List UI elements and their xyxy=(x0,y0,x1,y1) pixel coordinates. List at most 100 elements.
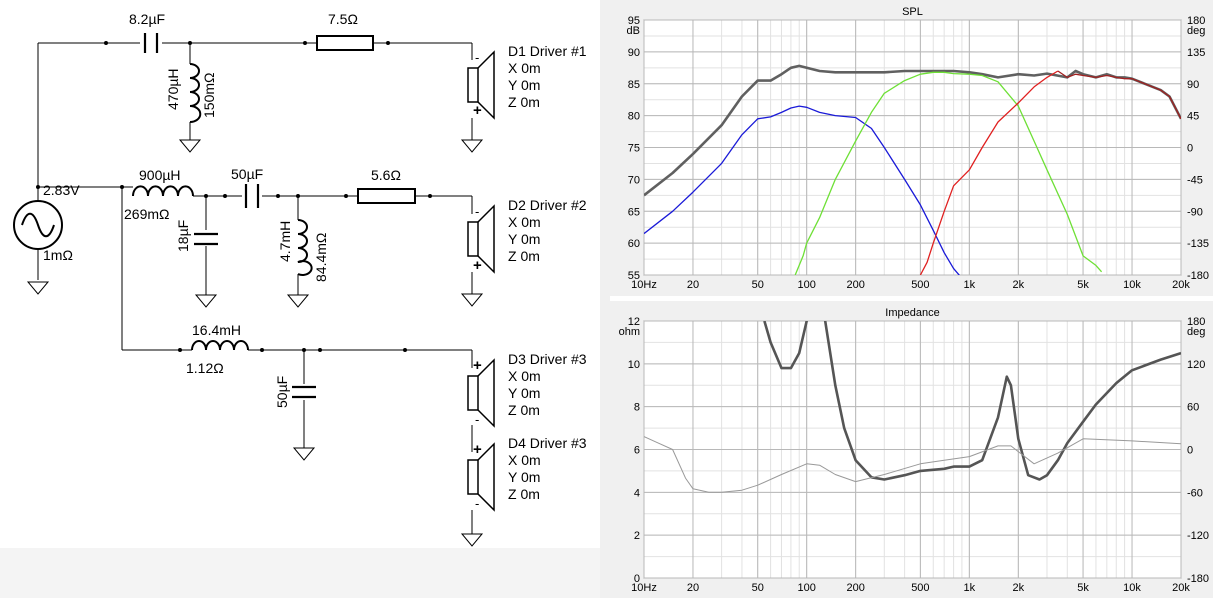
y-tick-label: 55 xyxy=(628,270,640,282)
y-tick-label: 75 xyxy=(628,143,640,155)
x-tick-label: 2k xyxy=(1013,582,1025,594)
y2-tick-label: -60 xyxy=(1187,487,1203,499)
x-tick-label: 2k xyxy=(1013,279,1025,291)
y-tick-label: 80 xyxy=(628,111,640,123)
branch2-ind-label: 900µH xyxy=(139,167,181,183)
speaker-icon xyxy=(467,221,479,257)
x-tick-label: 20k xyxy=(1172,279,1190,291)
x-tick-label: 1k xyxy=(964,582,976,594)
branch1-ind-label: 470µH xyxy=(165,68,181,110)
voltage-source-icon xyxy=(13,200,63,250)
y-tick-label: 85 xyxy=(628,79,640,91)
y-tick-label: 0 xyxy=(634,573,640,585)
x-tick-label: 10Hz xyxy=(631,582,657,594)
branch1-res-label: 7.5Ω xyxy=(328,11,358,27)
svg-text:-: - xyxy=(475,50,479,65)
y-axis-label: dB xyxy=(627,25,640,37)
branch3-inductor xyxy=(191,340,249,351)
x-tick-label: 20 xyxy=(687,582,699,594)
driver-d2-name: D2 Driver #2 xyxy=(508,197,587,213)
series-line-magnitude xyxy=(763,321,1181,481)
x-tick-label: 200 xyxy=(846,279,864,291)
source-resistance-label: 1mΩ xyxy=(43,247,73,263)
crossover-schematic: 8.2µF 7.5Ω 470µH 150mΩ 2.83V 1mΩ 900µH 2… xyxy=(13,11,587,547)
y2-tick-label: 60 xyxy=(1187,402,1199,414)
driver-d2-y: Y 0m xyxy=(508,231,540,247)
y-tick-label: 70 xyxy=(628,174,640,186)
branch1-ind-r-label: 150mΩ xyxy=(201,73,217,119)
branch1-inductor xyxy=(189,63,202,123)
x-tick-label: 50 xyxy=(752,279,764,291)
major-grid xyxy=(643,320,1182,579)
driver-d2-z: Z 0m xyxy=(508,248,540,264)
driver-d3-z: Z 0m xyxy=(508,402,540,418)
y-tick-label: 4 xyxy=(634,487,640,499)
impedance-chart: 10Hz 20 50 100 200 500 1k 2k 5k 10k 20k12108642018… xyxy=(619,307,1209,594)
ground-icon xyxy=(460,139,484,153)
y2-tick-label: 0 xyxy=(1187,445,1193,457)
ground-icon xyxy=(460,533,484,547)
driver-d1-y: Y 0m xyxy=(508,77,540,93)
speaker-icon xyxy=(467,459,479,495)
series-line-woofer xyxy=(644,105,960,275)
spl-panel: 10Hz 20 50 100 200 500 1k 2k 5k 10k 20k 95 90 85 80 75 7… xyxy=(604,0,1213,296)
branch2-shunt-inductor xyxy=(297,219,313,276)
y-tick-label: 6 xyxy=(634,445,640,457)
chart-title: SPL xyxy=(902,6,923,18)
y2-tick-label: 180 xyxy=(1187,15,1205,27)
major-grid xyxy=(643,19,1182,276)
driver-d3-x: X 0m xyxy=(508,368,541,384)
driver-d1: - + D1 Driver #1 X 0m Y 0m Z 0m xyxy=(467,43,587,120)
driver-d2-x: X 0m xyxy=(508,214,541,230)
branch2-cap-label: 50µF xyxy=(231,166,263,182)
ground-icon xyxy=(194,294,218,308)
svg-text:+: + xyxy=(473,257,482,274)
y2-tick-label: -180 xyxy=(1187,270,1209,282)
branch1-cap-label: 8.2µF xyxy=(129,11,165,27)
branch3-ind-r-label: 1.12Ω xyxy=(186,360,224,376)
x-tick-label: 20k xyxy=(1172,582,1190,594)
x-tick-label: 10Hz xyxy=(631,279,657,291)
driver-d4-y: Y 0m xyxy=(508,469,540,485)
driver-d3: + - D3 Driver #3 X 0m Y 0m Z 0m xyxy=(467,351,587,428)
speaker-icon xyxy=(467,67,479,103)
x-tick-label: 100 xyxy=(797,279,815,291)
y2-tick-label: -45 xyxy=(1187,174,1203,186)
status-strip xyxy=(0,548,600,598)
y-tick-label: 65 xyxy=(628,206,640,218)
x-tick-label: 10k xyxy=(1123,279,1141,291)
series-line-phase xyxy=(644,436,1181,493)
spl-chart: 10Hz 20 50 100 200 500 1k 2k 5k 10k 20k 95 90 85 80 75 7… xyxy=(627,6,1210,291)
y-tick-label: 60 xyxy=(628,238,640,250)
branch3-cap-label: 50µF xyxy=(274,376,290,408)
speaker-icon xyxy=(467,375,479,411)
driver-d3-name: D3 Driver #3 xyxy=(508,351,587,367)
driver-d4: + - D4 Driver #3 X 0m Y 0m Z 0m xyxy=(467,435,587,512)
branch2-shunt-cap-label: 18µF xyxy=(175,220,191,252)
driver-d1-x: X 0m xyxy=(508,60,541,76)
ground-icon xyxy=(178,139,202,153)
y2-tick-label: -180 xyxy=(1187,573,1209,585)
branch1-capacitor xyxy=(143,33,159,53)
branch2-ind2-r-label: 84.4mΩ xyxy=(313,233,329,282)
y2-tick-label: 45 xyxy=(1187,111,1199,123)
y2-tick-label: 0 xyxy=(1187,143,1193,155)
y-tick-label: 2 xyxy=(634,530,640,542)
junction-dots xyxy=(36,41,432,352)
svg-text:-: - xyxy=(475,496,479,511)
y2-axis-label: deg xyxy=(1187,25,1205,37)
driver-d4-x: X 0m xyxy=(508,452,541,468)
branch2-resistor xyxy=(357,188,416,204)
panel-separator xyxy=(600,0,610,598)
x-tick-label: 10k xyxy=(1123,582,1141,594)
driver-d3-y: Y 0m xyxy=(508,385,540,401)
y2-tick-label: 90 xyxy=(1187,79,1199,91)
branch2-ind-r-label: 269mΩ xyxy=(124,206,170,222)
x-tick-label: 20 xyxy=(687,279,699,291)
branch2-res-label: 5.6Ω xyxy=(371,167,401,183)
x-tick-label: 5k xyxy=(1077,279,1089,291)
x-tick-label: 500 xyxy=(911,279,929,291)
svg-text:-: - xyxy=(475,204,479,219)
ground-icon xyxy=(460,293,484,307)
branch2-ind2-label: 4.7mH xyxy=(277,221,293,262)
